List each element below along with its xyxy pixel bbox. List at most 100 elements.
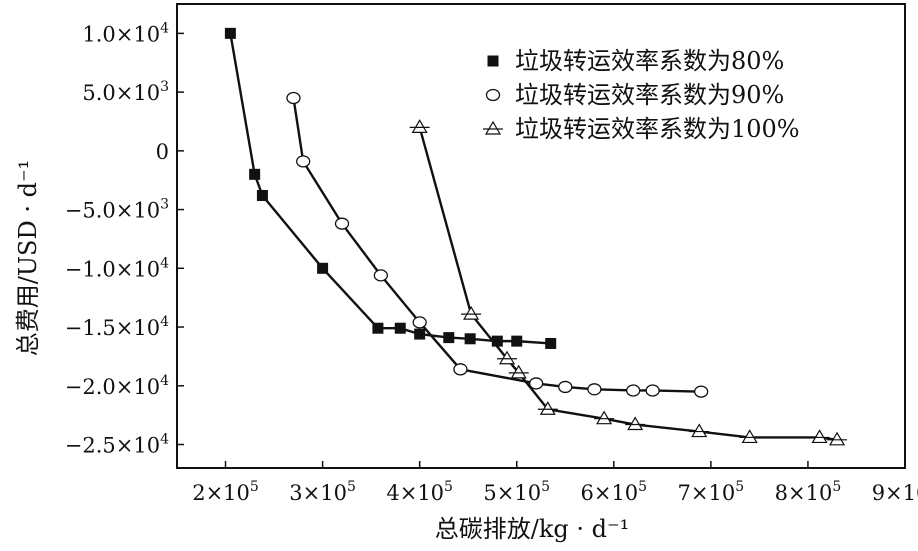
x-tick-label: 6×105 — [580, 479, 647, 505]
legend-marker — [485, 88, 501, 102]
y-tick-label-exp: 3 — [160, 197, 169, 213]
data-point — [296, 155, 311, 168]
data-point — [739, 429, 760, 444]
legend-item: 垃圾转运效率系数为90% — [485, 81, 784, 109]
x-axis-label: 总碳排放/kg · d⁻¹ — [435, 515, 630, 543]
series-circle — [286, 91, 709, 398]
data-point — [414, 328, 426, 340]
x-tick-label: 2×105 — [192, 479, 259, 505]
y-tick-label-base: −2.0×10 — [65, 375, 160, 399]
data-point — [645, 384, 660, 397]
x-tick-label-exp: 5 — [444, 479, 453, 495]
data-point — [594, 410, 615, 425]
data-point — [317, 262, 329, 274]
y-tick-label-exp: 4 — [160, 255, 169, 271]
x-tick-label: 9×105 — [872, 479, 918, 505]
series-triangle — [409, 119, 848, 446]
data-point-shape — [539, 401, 556, 415]
x-tick-label: 3×105 — [289, 479, 356, 505]
data-point-shape — [411, 119, 428, 133]
y-tick-label-exp: 4 — [160, 373, 169, 389]
y-tick-label: 5.0×103 — [82, 79, 169, 105]
y-tick-label-base: −1.5×10 — [65, 316, 160, 340]
data-point — [334, 217, 350, 230]
data-point — [412, 316, 427, 329]
data-point-shape — [627, 416, 644, 431]
x-tick-label-base: 7×10 — [678, 481, 736, 505]
legend-item: 垃圾转运效率系数为80% — [487, 47, 784, 75]
legend-label: 垃圾转运效率系数为90% — [515, 81, 784, 109]
data-point — [464, 333, 476, 345]
legend-label: 垃圾转运效率系数为100% — [515, 115, 800, 143]
y-tick-label-base: 0 — [156, 140, 169, 164]
y-tick-label-exp: 4 — [160, 314, 169, 330]
x-tick-label: 5×105 — [483, 479, 550, 505]
data-point — [508, 364, 529, 379]
data-point — [373, 269, 388, 282]
y-tick-label: 0 — [156, 140, 169, 164]
data-point — [537, 401, 558, 415]
data-point-shape — [463, 305, 480, 320]
legend-marker — [487, 55, 499, 67]
y-tick-label-exp: 4 — [160, 432, 169, 448]
y-tick-label-base: −5.0×10 — [65, 199, 160, 223]
legend-marker — [483, 120, 503, 135]
series-group — [224, 27, 848, 446]
axis-labels-group: 总碳排放/kg · d⁻¹ 总费用/USD · d⁻¹ — [14, 160, 629, 543]
legend: 垃圾转运效率系数为80% 垃圾转运效率系数为90% 垃圾转运效率系数为100% — [483, 47, 800, 143]
x-tick-label-exp: 5 — [832, 479, 841, 495]
data-point — [443, 332, 455, 344]
x-tick-label: 7×105 — [678, 479, 745, 505]
y-tick-label: −5.0×103 — [65, 197, 169, 223]
data-point — [558, 380, 573, 394]
x-tick-label-base: 8×10 — [775, 481, 833, 505]
x-tick-label-exp: 5 — [541, 479, 550, 495]
data-point — [256, 189, 268, 201]
x-tick-label-base: 3×10 — [289, 481, 347, 505]
y-tick-label: −2.0×104 — [65, 373, 169, 399]
y-tick-label: −1.0×104 — [65, 255, 169, 281]
x-tick-label: 4×105 — [386, 479, 453, 505]
y-tick-label: −2.5×104 — [65, 432, 169, 458]
data-point — [224, 27, 236, 39]
plot-frame — [176, 3, 906, 469]
x-tick-label-exp: 5 — [347, 479, 356, 495]
data-point — [809, 429, 830, 444]
y-tick-label-base: 5.0×10 — [82, 81, 160, 105]
data-point-shape — [691, 423, 708, 438]
legend-item: 垃圾转运效率系数为100% — [483, 115, 800, 143]
y-tick-label: −1.5×104 — [65, 314, 169, 340]
y-tick-label-exp: 4 — [160, 20, 169, 36]
data-point — [511, 335, 523, 347]
x-tick-label-base: 9×10 — [872, 481, 918, 505]
series-line — [229, 33, 551, 345]
x-tick-label-exp: 5 — [735, 479, 744, 495]
data-point-shape — [510, 364, 527, 379]
x-tick-label-base: 6×10 — [580, 481, 638, 505]
data-point — [286, 91, 301, 105]
data-point — [625, 416, 646, 431]
data-point — [545, 337, 557, 349]
data-point-shape — [498, 350, 516, 365]
legend-marker-shape — [484, 120, 502, 135]
data-point — [453, 363, 468, 376]
data-point — [491, 335, 503, 347]
data-point — [409, 119, 430, 133]
data-point — [372, 322, 384, 334]
data-point-shape — [811, 429, 828, 444]
data-point-shape — [741, 429, 758, 444]
data-point — [587, 383, 602, 396]
x-tick-label-exp: 5 — [638, 479, 647, 495]
data-point — [394, 322, 406, 334]
x-tick-label-exp: 5 — [250, 479, 259, 495]
x-tick-label-base: 2×10 — [192, 481, 250, 505]
data-point — [694, 385, 709, 398]
y-tick-label-base: −1.0×10 — [65, 257, 160, 281]
series-square — [224, 27, 557, 349]
y-tick-label-base: 1.0×10 — [82, 22, 160, 46]
legend-label: 垃圾转运效率系数为80% — [515, 47, 784, 75]
y-axis-label: 总费用/USD · d⁻¹ — [14, 160, 42, 357]
y-tick-label-exp: 3 — [160, 79, 169, 95]
data-point — [626, 384, 641, 397]
